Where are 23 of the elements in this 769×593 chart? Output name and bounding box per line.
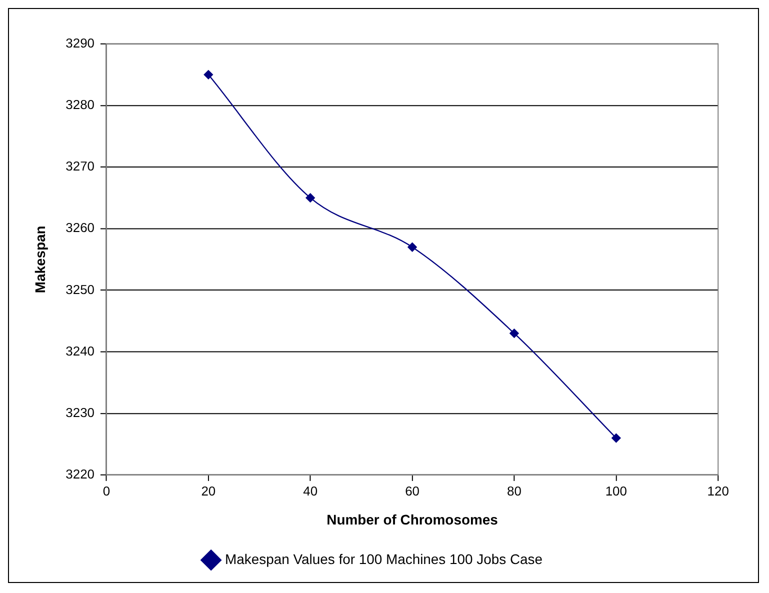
y-tick-label: 3240 bbox=[66, 343, 94, 358]
point bbox=[612, 433, 621, 443]
point bbox=[510, 328, 519, 338]
y-tick-label: 3220 bbox=[66, 466, 94, 482]
y-tick-label: 3260 bbox=[66, 220, 94, 236]
x-tick-label: 40 bbox=[303, 483, 318, 498]
y-tick-label: 3230 bbox=[66, 404, 94, 420]
x-axis-title: Number of Chromosomes bbox=[326, 512, 498, 528]
y-tick-label: 3280 bbox=[66, 97, 94, 112]
x-tick-label: 0 bbox=[102, 483, 110, 498]
point bbox=[408, 242, 417, 252]
x-tick-label: 60 bbox=[405, 483, 420, 498]
x-tick-label: 120 bbox=[707, 483, 729, 498]
x-tick-label: 100 bbox=[605, 483, 627, 498]
y-axis-title: Makespan bbox=[32, 226, 48, 294]
y-tick-label: 3290 bbox=[66, 35, 94, 50]
point bbox=[306, 193, 315, 202]
legend-label: Makespan Values for 100 Machines 100 Jobs Case bbox=[225, 550, 543, 567]
x-tick-label: 80 bbox=[507, 483, 522, 498]
x-tick-label: 20 bbox=[201, 483, 216, 498]
y-tick-label: 3270 bbox=[66, 158, 94, 174]
point bbox=[204, 70, 213, 80]
y-tick-label: 3250 bbox=[66, 282, 94, 297]
